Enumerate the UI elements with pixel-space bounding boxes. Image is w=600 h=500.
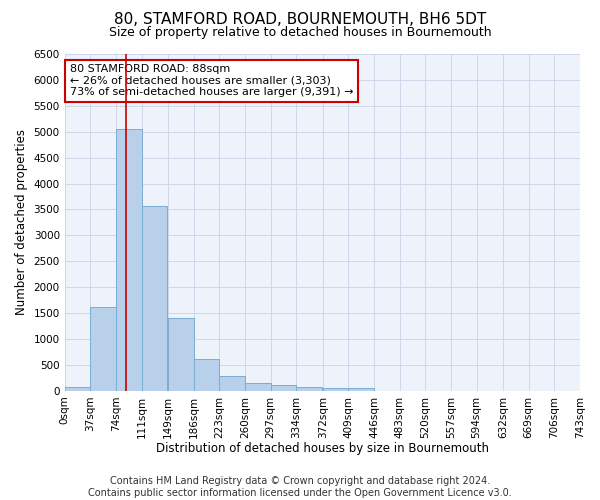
Bar bbox=[116, 128, 142, 391]
Bar bbox=[296, 386, 322, 391]
Bar bbox=[168, 318, 194, 391]
Y-axis label: Number of detached properties: Number of detached properties bbox=[15, 130, 28, 316]
Bar bbox=[323, 388, 349, 391]
Bar bbox=[194, 358, 220, 391]
Bar bbox=[220, 376, 245, 391]
Bar bbox=[65, 387, 91, 391]
Bar bbox=[271, 385, 296, 391]
Bar bbox=[91, 307, 116, 391]
Bar bbox=[349, 388, 374, 391]
Bar bbox=[245, 384, 271, 391]
Bar bbox=[142, 206, 167, 391]
Text: Size of property relative to detached houses in Bournemouth: Size of property relative to detached ho… bbox=[109, 26, 491, 39]
X-axis label: Distribution of detached houses by size in Bournemouth: Distribution of detached houses by size … bbox=[156, 442, 489, 455]
Text: 80 STAMFORD ROAD: 88sqm
← 26% of detached houses are smaller (3,303)
73% of semi: 80 STAMFORD ROAD: 88sqm ← 26% of detache… bbox=[70, 64, 353, 98]
Text: Contains HM Land Registry data © Crown copyright and database right 2024.
Contai: Contains HM Land Registry data © Crown c… bbox=[88, 476, 512, 498]
Text: 80, STAMFORD ROAD, BOURNEMOUTH, BH6 5DT: 80, STAMFORD ROAD, BOURNEMOUTH, BH6 5DT bbox=[114, 12, 486, 28]
